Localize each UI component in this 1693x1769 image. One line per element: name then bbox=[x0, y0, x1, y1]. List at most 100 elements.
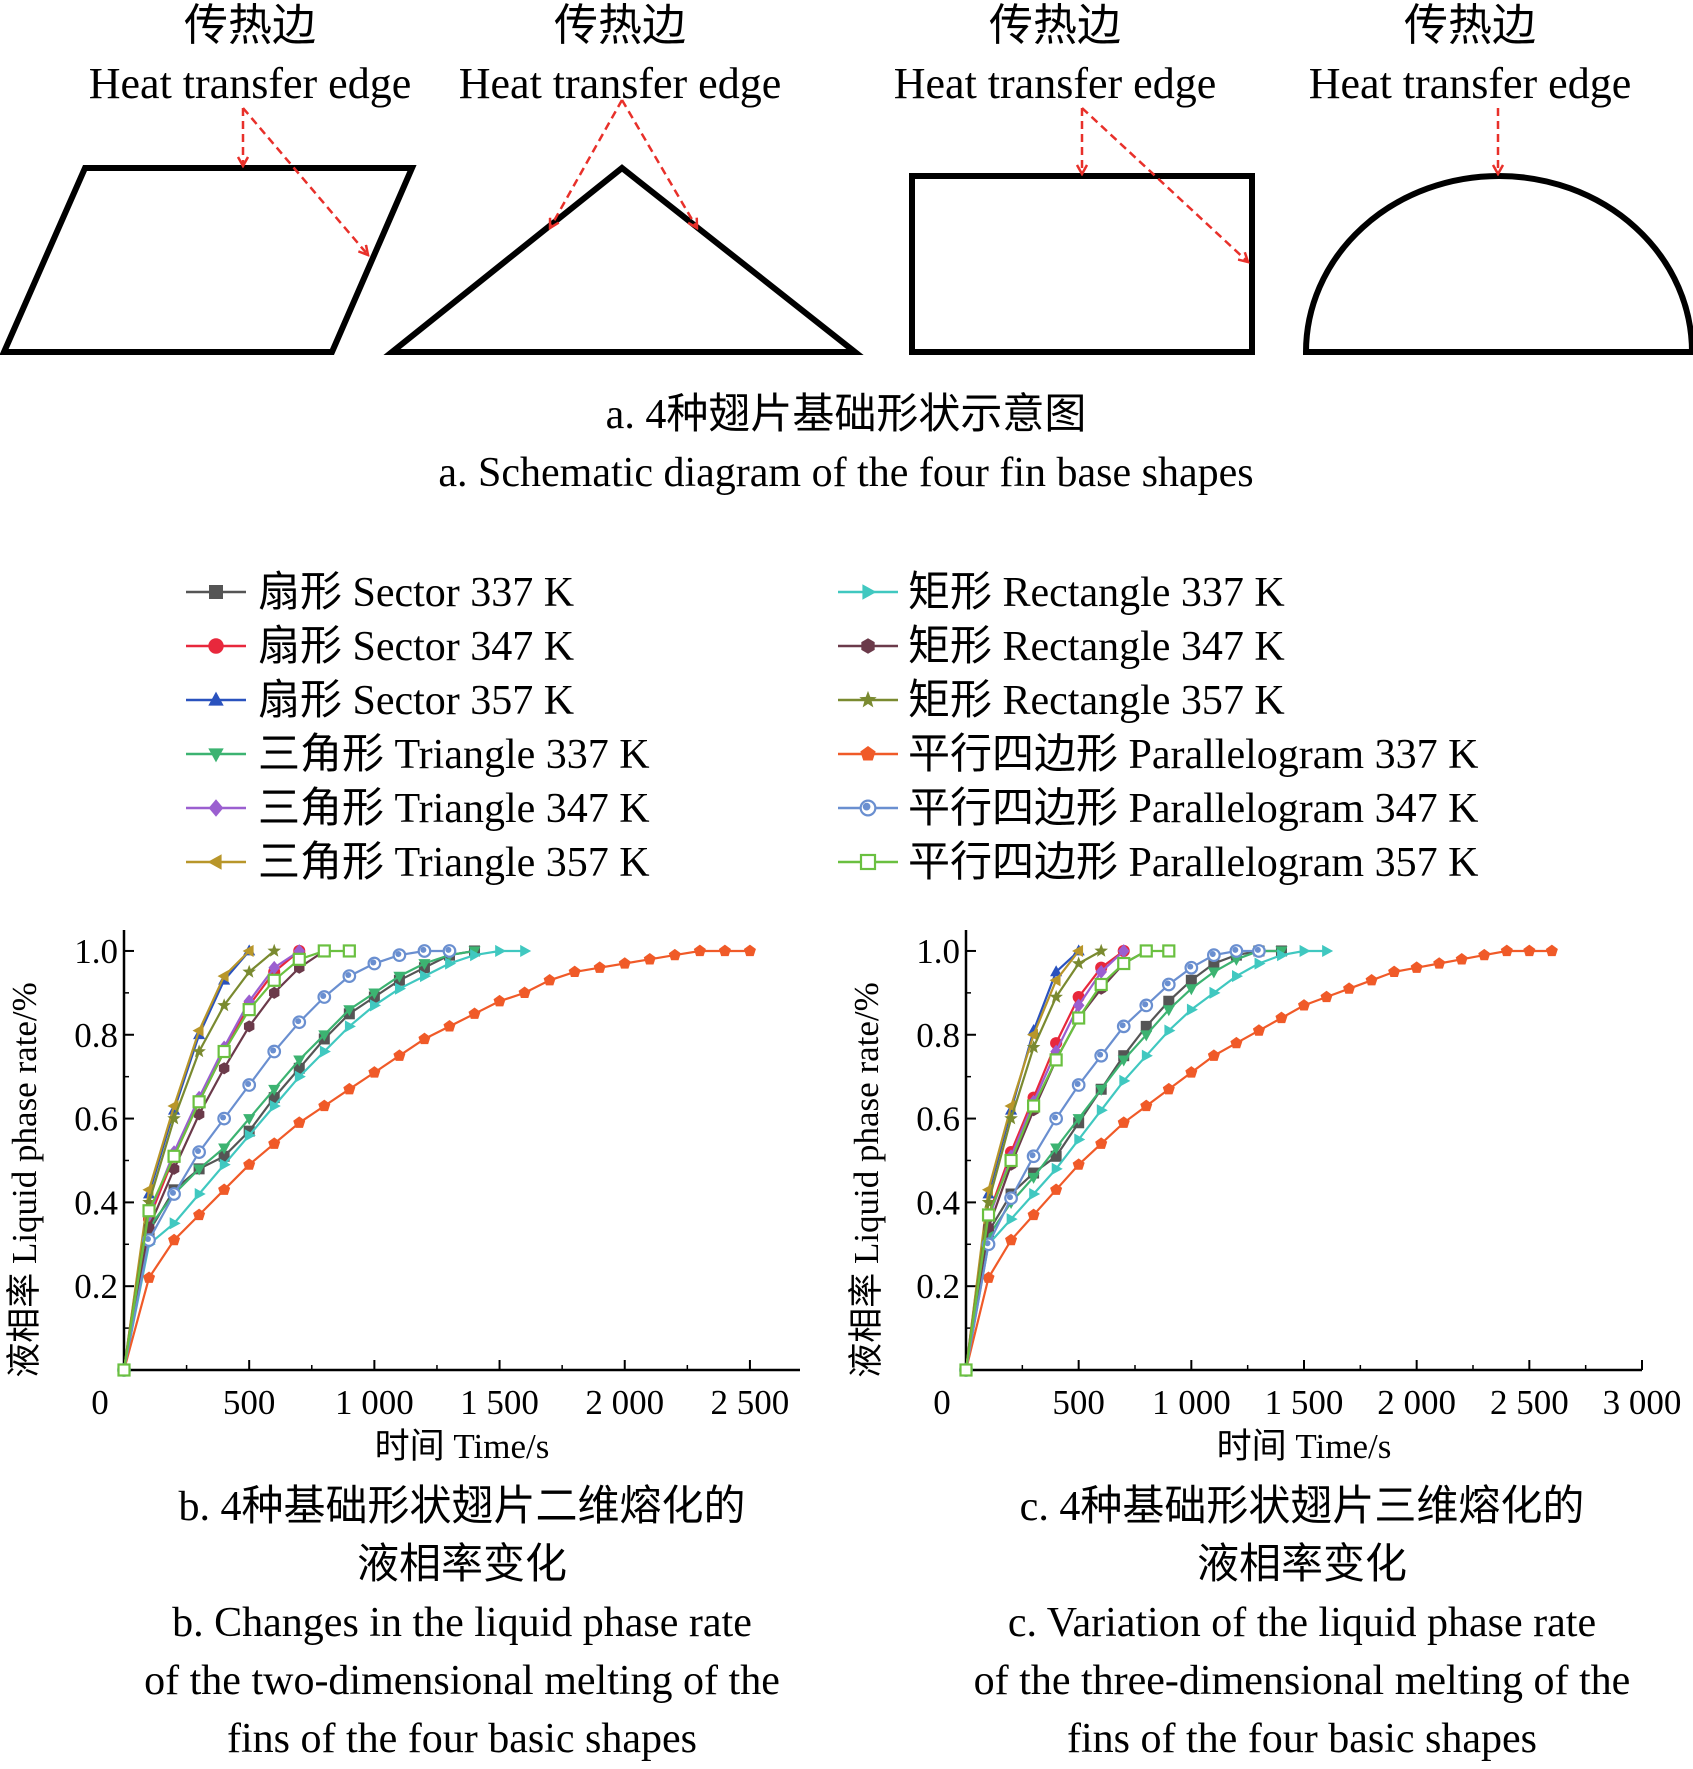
data-point bbox=[1072, 1114, 1085, 1126]
data-point bbox=[268, 1137, 281, 1149]
series bbox=[117, 944, 254, 1377]
data-point bbox=[1275, 1011, 1288, 1024]
series-line bbox=[122, 949, 525, 1371]
data-point bbox=[1072, 1011, 1086, 1025]
data-point bbox=[1186, 1003, 1198, 1016]
data-point bbox=[142, 1204, 156, 1218]
data-point bbox=[319, 1045, 331, 1058]
data-point bbox=[445, 957, 457, 970]
series-line bbox=[964, 950, 1125, 1371]
data-point bbox=[418, 1032, 431, 1045]
data-point bbox=[243, 1125, 255, 1137]
data-point bbox=[1209, 986, 1221, 999]
data-point-center bbox=[1097, 1051, 1104, 1058]
data-point bbox=[218, 1183, 231, 1195]
data-point bbox=[142, 1183, 154, 1196]
data-point bbox=[192, 1044, 206, 1058]
legend-marker bbox=[861, 638, 875, 654]
data-point bbox=[1072, 998, 1085, 1013]
legend-marker bbox=[860, 745, 876, 761]
shape-label-zh: 传热边 bbox=[554, 1, 686, 50]
data-point bbox=[1139, 944, 1153, 958]
data-point-center bbox=[144, 1235, 151, 1243]
data-point bbox=[1141, 1049, 1153, 1062]
data-point bbox=[217, 970, 229, 983]
data-point bbox=[1095, 965, 1107, 979]
data-point bbox=[293, 1062, 305, 1074]
x-tick-label: 2 500 bbox=[1490, 1383, 1569, 1422]
data-point bbox=[1185, 984, 1198, 996]
y-tick-label: 0.8 bbox=[916, 1016, 960, 1055]
data-point-center bbox=[1254, 946, 1261, 953]
data-point bbox=[718, 944, 731, 957]
data-point bbox=[142, 1195, 156, 1209]
data-point bbox=[1050, 965, 1063, 977]
data-point bbox=[959, 1363, 973, 1377]
data-point bbox=[1523, 944, 1536, 957]
data-point bbox=[1071, 956, 1086, 970]
data-point bbox=[1322, 944, 1334, 958]
legend-label: 矩形 Rectangle 357 K bbox=[908, 678, 1285, 724]
data-point bbox=[668, 948, 681, 961]
legend-marker bbox=[208, 799, 224, 817]
data-point bbox=[1162, 944, 1176, 958]
data-point-center bbox=[295, 1018, 302, 1025]
data-point bbox=[1119, 1074, 1131, 1087]
data-point bbox=[1365, 973, 1378, 986]
data-point bbox=[1185, 1066, 1198, 1078]
data-point bbox=[268, 1084, 281, 1096]
data-point bbox=[1117, 1116, 1130, 1128]
y-tick-label: 0.8 bbox=[74, 1016, 118, 1055]
arrow bbox=[620, 99, 697, 228]
data-point bbox=[1004, 1099, 1016, 1113]
data-point bbox=[242, 944, 254, 958]
series-line bbox=[122, 949, 350, 1371]
data-point bbox=[318, 1030, 331, 1042]
data-point bbox=[743, 944, 756, 957]
data-point bbox=[443, 1020, 456, 1032]
data-point bbox=[1164, 1024, 1176, 1037]
shape-label-zh: 传热边 bbox=[184, 1, 316, 50]
shape-label-3: 传热边 Heat transfer edge bbox=[894, 1, 1216, 108]
data-point bbox=[342, 944, 356, 958]
legend-marker bbox=[859, 690, 877, 708]
data-point bbox=[1277, 949, 1289, 962]
legend-label: 矩形 Rectangle 347 K bbox=[908, 624, 1285, 670]
data-point bbox=[167, 1111, 181, 1125]
series bbox=[118, 944, 330, 1377]
data-point bbox=[1004, 1111, 1018, 1125]
data-point bbox=[167, 1099, 179, 1113]
caption-en: of the three-dimensional melting of the bbox=[974, 1658, 1631, 1704]
arrow bbox=[242, 107, 368, 255]
legend-marker bbox=[208, 691, 224, 706]
data-point bbox=[1006, 1213, 1018, 1226]
legend-marker-center bbox=[862, 802, 871, 811]
data-point bbox=[168, 1233, 181, 1246]
legend-label: 扇形 Sector 357 K bbox=[258, 678, 574, 724]
caption-a-zh: a. 4种翅片基础形状示意图 bbox=[606, 391, 1087, 438]
data-point-center bbox=[1187, 963, 1194, 970]
x-tick-label: 0 bbox=[933, 1383, 951, 1422]
series-line bbox=[964, 949, 1327, 1371]
legend-item: 三角形 Triangle 337 K bbox=[186, 732, 650, 778]
data-point-center bbox=[320, 992, 327, 999]
data-point bbox=[268, 960, 280, 975]
data-point bbox=[693, 944, 706, 957]
data-point bbox=[243, 1020, 255, 1033]
series-line bbox=[122, 950, 301, 1371]
x-tick-label: 500 bbox=[1052, 1383, 1105, 1422]
y-tick-label: 0.6 bbox=[74, 1100, 118, 1139]
data-point bbox=[217, 1044, 231, 1059]
data-point-center bbox=[1074, 1080, 1081, 1087]
series bbox=[959, 944, 1085, 1375]
data-point bbox=[268, 1092, 280, 1104]
data-point-center bbox=[370, 959, 377, 966]
y-tick-label: 0.2 bbox=[916, 1267, 960, 1306]
data-point bbox=[1072, 1158, 1085, 1170]
data-point bbox=[1027, 1172, 1040, 1184]
data-point bbox=[318, 1099, 331, 1112]
data-point bbox=[1254, 957, 1266, 970]
x-tick-label: 1 000 bbox=[1152, 1383, 1231, 1422]
data-point bbox=[1299, 944, 1311, 958]
data-point bbox=[1207, 1049, 1220, 1061]
